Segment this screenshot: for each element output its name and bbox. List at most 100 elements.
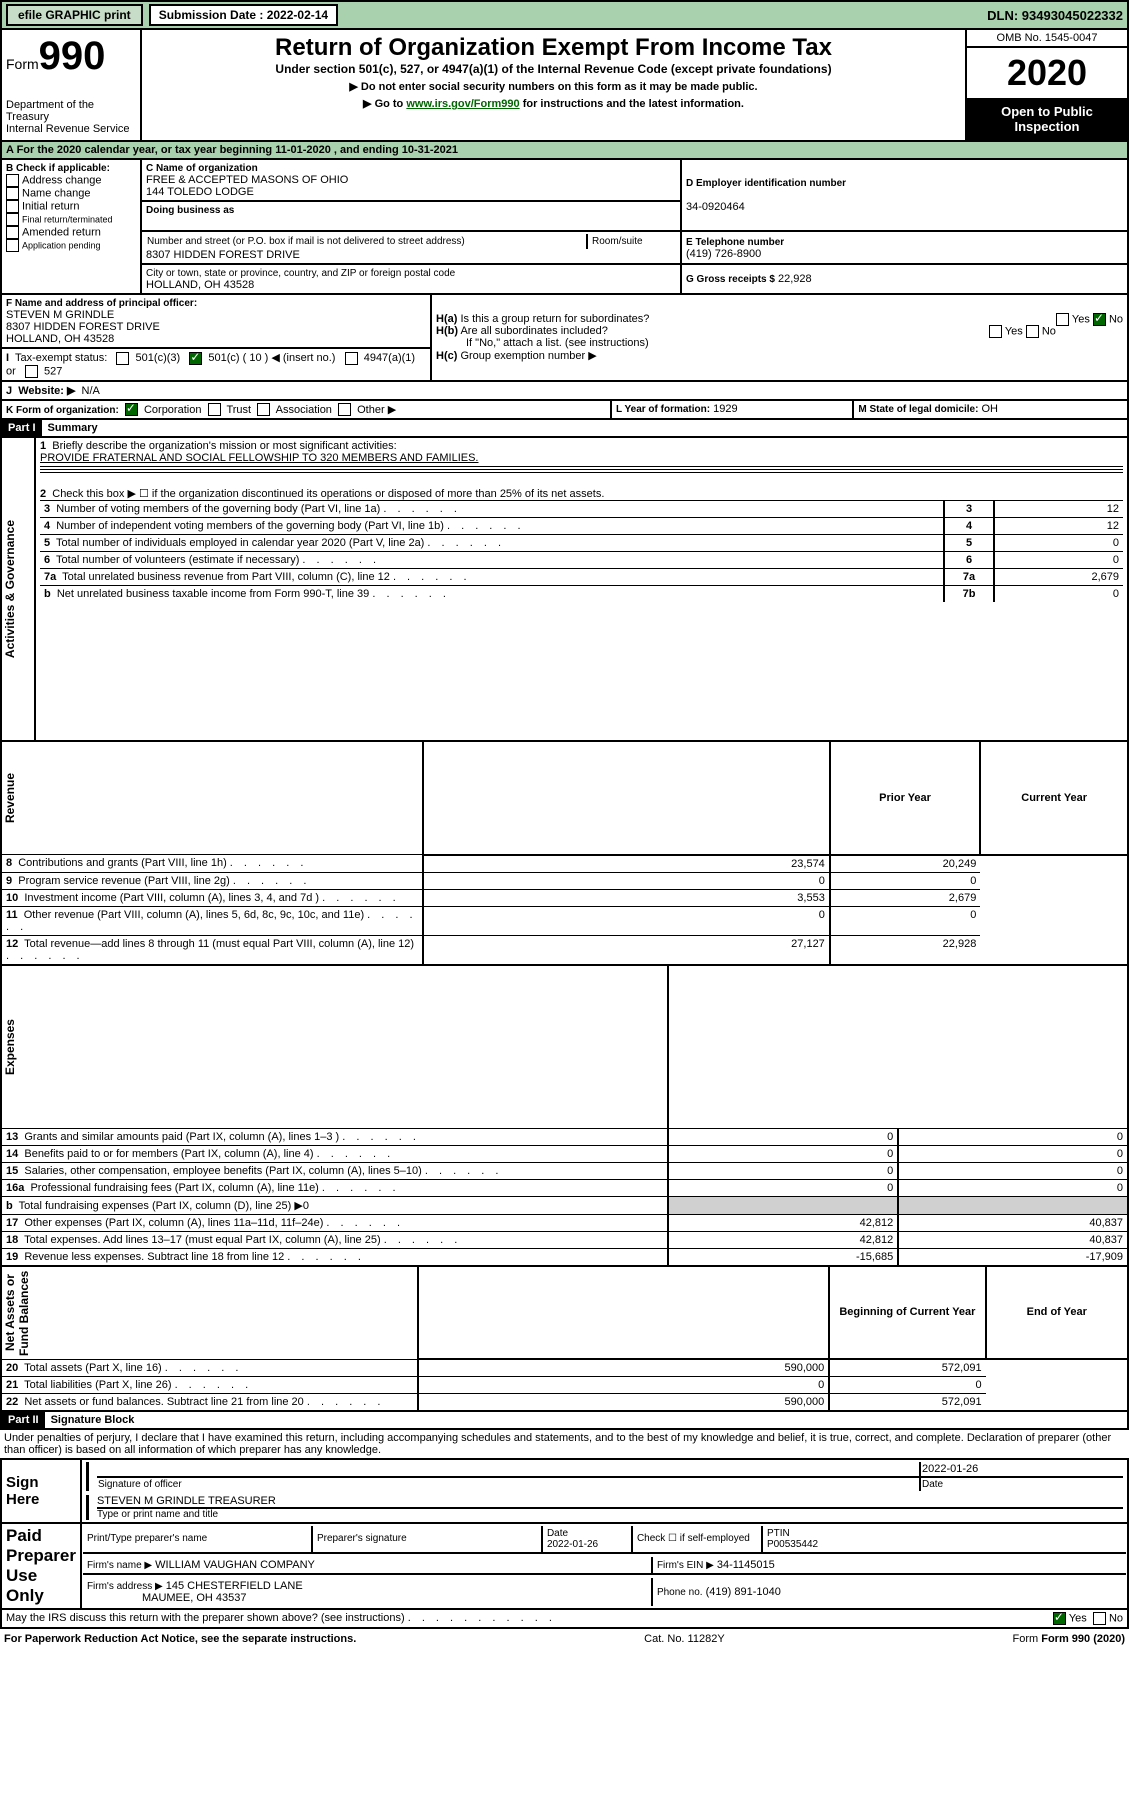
form-title: Return of Organization Exempt From Incom… — [146, 34, 961, 62]
irs-link[interactable]: www.irs.gov/Form990 — [406, 98, 519, 110]
sec-c-addr: Number and street (or P.O. box if mail i… — [141, 231, 681, 264]
firm-city: MAUMEE, OH 43537 — [142, 1592, 247, 1604]
ptin-lbl: PTIN — [767, 1528, 790, 1539]
sec-c-name: C Name of organization FREE & ACCEPTED M… — [141, 160, 681, 201]
ha-label: H(a) — [436, 313, 457, 325]
firm-ein-lbl: Firm's EIN ▶ — [657, 1560, 714, 1571]
checkbox-initial[interactable] — [6, 200, 19, 213]
k-trust[interactable] — [208, 403, 221, 416]
officer-addr: 8307 HIDDEN FOREST DRIVE — [6, 321, 160, 333]
dept-label: Department of the Treasury Internal Reve… — [6, 99, 136, 135]
city-value: HOLLAND, OH 43528 — [146, 279, 254, 291]
vlabel-rev: Revenue — [2, 741, 423, 855]
firm-addr-lbl: Firm's address ▶ — [87, 1581, 163, 1592]
j-label: J — [6, 385, 12, 397]
topbar: efile GRAPHIC print Submission Date : 20… — [0, 0, 1129, 30]
sig-off-label: Signature of officer — [97, 1477, 920, 1491]
vlabel-net: Net Assets or Fund Balances — [2, 1266, 418, 1360]
sec-d: D Employer identification number 34-0920… — [681, 160, 1127, 231]
f-label: F Name and address of principal officer: — [6, 298, 197, 309]
k-assoc[interactable] — [257, 403, 270, 416]
e-label: E Telephone number — [686, 237, 784, 248]
sec-h: H(a) Is this a group return for subordin… — [431, 295, 1127, 381]
sec-f: F Name and address of principal officer:… — [2, 295, 431, 348]
open-inspection: Open to Public Inspection — [967, 98, 1127, 140]
ein-value: 34-0920464 — [686, 201, 745, 213]
i-501c[interactable] — [189, 352, 202, 365]
hdr-prior: Prior Year — [830, 741, 981, 855]
pt-name-lbl: Print/Type preparer's name — [83, 1526, 312, 1553]
b-opt5: Amended return — [22, 226, 101, 238]
k-other[interactable] — [338, 403, 351, 416]
sign-here: Sign Here — [1, 1459, 81, 1523]
tax-year: 2020 — [967, 48, 1127, 98]
form-note1: ▶ Do not enter social security numbers o… — [146, 80, 961, 93]
ha-text: Is this a group return for subordinates? — [460, 313, 649, 325]
i-label: I — [6, 352, 9, 364]
form-number: 990 — [39, 34, 106, 78]
k-corp[interactable] — [125, 403, 138, 416]
checkbox-name-change[interactable] — [6, 187, 19, 200]
checkbox-final[interactable] — [6, 213, 19, 226]
title-col: Return of Organization Exempt From Incom… — [142, 30, 965, 140]
part1-bar: Part I — [2, 420, 42, 436]
firm-phone-lbl: Phone no. — [657, 1587, 703, 1598]
pt-date: 2022-01-26 — [547, 1539, 598, 1550]
form-subtitle: Under section 501(c), 527, or 4947(a)(1)… — [146, 62, 961, 76]
year-formation: 1929 — [713, 403, 737, 415]
pt-sig-lbl: Preparer's signature — [312, 1526, 542, 1553]
year-range-line: A For the 2020 calendar year, or tax yea… — [2, 142, 1127, 160]
hb-label: H(b) — [436, 325, 458, 337]
sec-e: E Telephone number (419) 726-8900 — [681, 231, 1127, 264]
i-text: Tax-exempt status: — [15, 352, 107, 364]
omb-number: OMB No. 1545-0047 — [967, 30, 1127, 48]
hdr-boy: Beginning of Current Year — [829, 1266, 985, 1360]
discuss-no[interactable] — [1093, 1612, 1106, 1625]
gross-receipts: 22,928 — [778, 273, 812, 285]
efile-print-button[interactable]: efile GRAPHIC print — [6, 4, 143, 26]
form-word: Form — [6, 56, 39, 72]
i-501c3[interactable] — [116, 352, 129, 365]
addr-label: Number and street (or P.O. box if mail i… — [146, 234, 587, 249]
org-name: FREE & ACCEPTED MASONS OF OHIO 144 TOLED… — [146, 174, 348, 198]
checkbox-address-change[interactable] — [6, 174, 19, 187]
domicile: OH — [981, 403, 998, 415]
footer-left: For Paperwork Reduction Act Notice, see … — [4, 1633, 356, 1645]
paid-preparer: Paid Preparer Use Only — [1, 1523, 81, 1609]
firm-name-lbl: Firm's name ▶ — [87, 1560, 152, 1571]
hc-label: H(c) — [436, 350, 457, 362]
b-label: B Check if applicable: — [6, 163, 110, 174]
footer-right: Form Form 990 (2020) — [1013, 1633, 1126, 1645]
i-4947[interactable] — [345, 352, 358, 365]
hb-yes[interactable] — [989, 325, 1002, 338]
discuss-text: May the IRS discuss this return with the… — [6, 1612, 405, 1624]
date-label: Date — [920, 1477, 1123, 1491]
vlabel-ag: Activities & Governance — [2, 438, 35, 740]
checkbox-amended[interactable] — [6, 226, 19, 239]
b-opt4: Final return/terminated — [22, 214, 113, 224]
firm-ein: 34-1145015 — [717, 1559, 775, 1571]
part1-title: Summary — [42, 420, 104, 436]
hb-no[interactable] — [1026, 325, 1039, 338]
checkbox-pending[interactable] — [6, 239, 19, 252]
ha-yes[interactable] — [1056, 313, 1069, 326]
hb-note: If "No," attach a list. (see instruction… — [436, 337, 649, 349]
type-label: Type or print name and title — [97, 1509, 1123, 1520]
l1-value: PROVIDE FRATERNAL AND SOCIAL FELLOWSHIP … — [40, 452, 479, 464]
discuss-yes[interactable] — [1053, 1612, 1066, 1625]
k-label: K Form of organization: — [6, 405, 119, 416]
submission-date: Submission Date : 2022-02-14 — [149, 4, 338, 26]
street-address: 8307 HIDDEN FOREST DRIVE — [146, 249, 300, 261]
c-label: C Name of organization — [146, 163, 258, 174]
goto-prefix: ▶ Go to — [363, 98, 406, 110]
i-527[interactable] — [25, 365, 38, 378]
city-label: City or town, state or province, country… — [146, 268, 455, 279]
sec-b: B Check if applicable: Address change Na… — [2, 160, 141, 294]
l1-text: Briefly describe the organization's miss… — [52, 440, 396, 452]
sig-date: 2022-01-26 — [920, 1462, 1123, 1477]
officer-name: STEVEN M GRINDLE — [6, 309, 114, 321]
hc-text: Group exemption number ▶ — [460, 350, 596, 362]
d-label: D Employer identification number — [686, 178, 846, 189]
ha-no[interactable] — [1093, 313, 1106, 326]
room-label: Room/suite — [587, 234, 676, 249]
